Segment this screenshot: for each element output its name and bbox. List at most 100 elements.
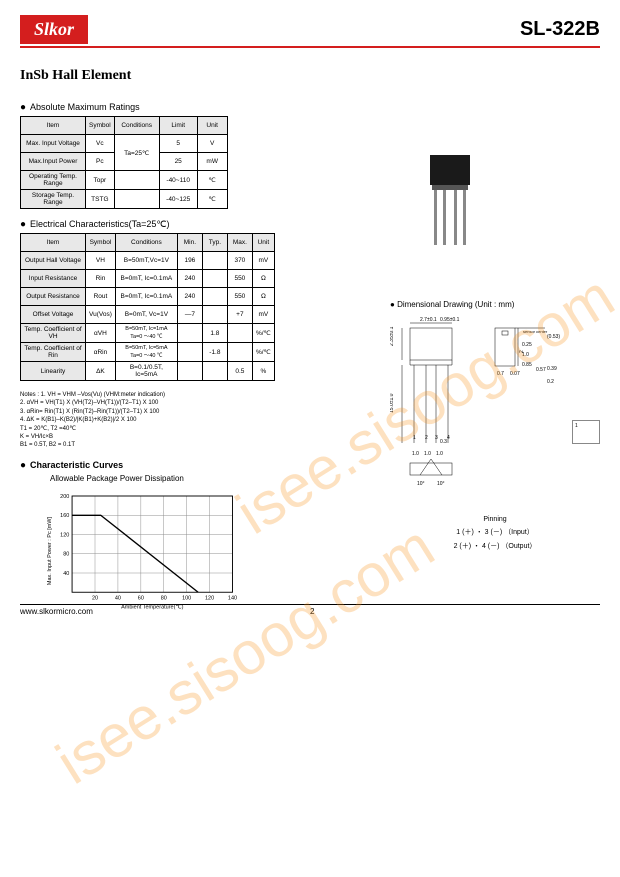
pinning-row-1: 1 (＋) ・ 3 (－) （Input） (390, 527, 600, 537)
svg-text:10°: 10° (437, 481, 445, 487)
footer: www.slkormicro.com 2 (20, 604, 600, 616)
elec-col: Typ. (202, 234, 227, 252)
elec-cell (202, 270, 227, 288)
elec-cell: B=50mT, Ic=5mATa=0 ～40 ℃ (115, 343, 177, 362)
elec-cell: 196 (177, 252, 202, 270)
chart-title: Allowable Package Power Dissipation (50, 474, 320, 483)
abs-col: Unit (197, 117, 227, 135)
abs-table: ItemSymbolConditionsLimitUnit Max. Input… (20, 116, 228, 209)
abs-heading: Absolute Maximum Ratings (20, 102, 320, 113)
abs-cell: Pc (86, 153, 115, 171)
elec-cell: 550 (227, 288, 252, 306)
elec-cell: -1.8 (202, 343, 227, 362)
abs-cell: ℃ (197, 190, 227, 209)
elec-table: ItemSymbolConditionsMin.Typ.Max.Unit Out… (20, 233, 275, 381)
elec-cell: Temp. Coefficient of Rin (21, 343, 86, 362)
notes: Notes : 1. VH = VHM –Vos(Vu) (VHM:meter … (20, 391, 320, 450)
elec-col: Min. (177, 234, 202, 252)
abs-cell: mW (197, 153, 227, 171)
svg-text:0.85: 0.85 (522, 362, 532, 368)
elec-cell: Output Hall Voltage (21, 252, 86, 270)
elec-cell: VH (86, 252, 116, 270)
abs-col: Item (21, 117, 86, 135)
elec-cell: 370 (227, 252, 252, 270)
elec-cell: Ω (252, 288, 274, 306)
svg-text:40: 40 (115, 595, 121, 601)
abs-col: Conditions (114, 117, 159, 135)
abs-col: Symbol (86, 117, 115, 135)
power-chart: 204060801001201404080120160200Max. Input… (40, 486, 260, 616)
svg-text:80: 80 (63, 551, 69, 557)
svg-text:20: 20 (92, 595, 98, 601)
svg-text:80: 80 (161, 595, 167, 601)
elec-cell: Output Resistance (21, 288, 86, 306)
svg-text:2.35±0.1: 2.35±0.1 (390, 326, 395, 346)
elec-cell: Ω (252, 270, 274, 288)
abs-cell: -40~125 (159, 190, 197, 209)
elec-cell: 240 (177, 288, 202, 306)
elec-cell: B=0mT, Ic=0.1mA (115, 270, 177, 288)
elec-col: Unit (252, 234, 274, 252)
elec-cell: Offset Voltage (21, 306, 86, 324)
elec-cell: Rin (86, 270, 116, 288)
elec-cell: B=0mT, Ic=0.1mA (115, 288, 177, 306)
elec-cell: Temp. Coefficient of VH (21, 324, 86, 343)
right-column: ● Dimensional Drawing (Unit : mm) 2.7±0.… (390, 150, 600, 555)
svg-text:40: 40 (63, 571, 69, 577)
elec-cell: B=0.1/0.5T, Ic=5mA (115, 362, 177, 381)
marker-square: 1 (572, 420, 600, 444)
svg-text:0.07: 0.07 (510, 371, 520, 377)
elec-cell: %/℃ (252, 343, 274, 362)
abs-cell: TSTG (86, 190, 115, 209)
page-title: InSb Hall Element (20, 68, 320, 84)
svg-text:10°: 10° (417, 481, 425, 487)
elec-cell: 1.8 (202, 324, 227, 343)
elec-col: Symbol (86, 234, 116, 252)
dim-heading: ● Dimensional Drawing (Unit : mm) (390, 300, 600, 309)
abs-cell (114, 171, 159, 190)
elec-cell: 550 (227, 270, 252, 288)
svg-text:sensor center: sensor center (523, 329, 548, 334)
abs-cell: 5 (159, 135, 197, 153)
elec-cell (177, 343, 202, 362)
footer-page: 2 (310, 607, 314, 616)
svg-text:0.39: 0.39 (547, 366, 557, 372)
elec-cell: Vu(Vos) (86, 306, 116, 324)
svg-text:4: 4 (447, 435, 450, 441)
header: Slkor SL-322B (20, 15, 600, 48)
abs-cell: ℃ (197, 171, 227, 190)
abs-cell: Max.Input Power (21, 153, 86, 171)
elec-cell: mV (252, 252, 274, 270)
abs-cell: Operating Temp. Range (21, 171, 86, 190)
elec-cell: Rout (86, 288, 116, 306)
svg-text:2: 2 (519, 350, 525, 353)
svg-text:1.0: 1.0 (424, 451, 431, 457)
svg-text:200: 200 (60, 494, 69, 500)
svg-text:1: 1 (413, 435, 416, 441)
elec-cell (202, 288, 227, 306)
logo: Slkor (20, 15, 88, 44)
curves-heading: Characteristic Curves (20, 460, 320, 471)
svg-text:0.95±0.1: 0.95±0.1 (440, 317, 460, 323)
svg-text:2: 2 (425, 435, 428, 441)
svg-text:140: 140 (228, 595, 237, 601)
elec-cell: Input Resistance (21, 270, 86, 288)
svg-text:0.57: 0.57 (536, 367, 546, 373)
dimensional-drawing: 2.7±0.1 0.95±0.1 2.35±0.1 15.0±1.0 1.0 1… (390, 313, 585, 493)
elec-cell: 240 (177, 270, 202, 288)
elec-col: Conditions (115, 234, 177, 252)
pinning: Pinning 1 (＋) ・ 3 (－) （Input） 2 (＋) ・ 4 … (390, 516, 600, 551)
elec-cell (177, 324, 202, 343)
elec-cell: αRin (86, 343, 116, 362)
elec-cell: % (252, 362, 274, 381)
svg-text:15.0±1.0: 15.0±1.0 (390, 393, 395, 413)
abs-cell: Storage Temp. Range (21, 190, 86, 209)
pinning-row-2: 2 (＋) ・ 4 (－) （Output） (390, 541, 600, 551)
elec-cell: ΔK (86, 362, 116, 381)
package-image (420, 150, 480, 250)
abs-cell: Ta=25℃ (114, 135, 159, 171)
abs-cell: Topr (86, 171, 115, 190)
svg-text:0.7: 0.7 (497, 371, 504, 377)
abs-cell: 25 (159, 153, 197, 171)
dim-heading-text: Dimensional Drawing (Unit : mm) (397, 300, 514, 309)
